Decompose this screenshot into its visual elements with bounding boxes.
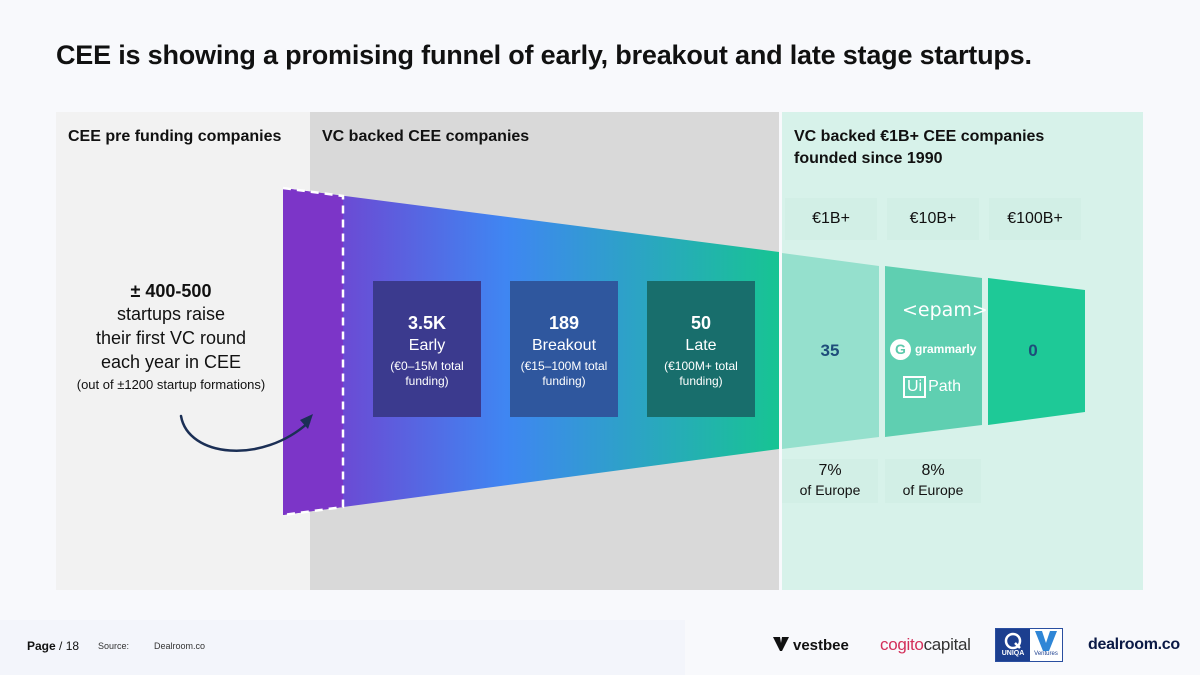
pre-funding-text: ± 400-500 startups raise their first VC …	[56, 280, 286, 393]
page-label: Page	[27, 639, 56, 653]
uniqa-ventures-logo: UNIQA Ventures	[995, 628, 1063, 662]
stage-early-note: (€0–15M total funding)	[390, 359, 464, 388]
source-label: Source:	[98, 641, 130, 651]
grammarly-wordmark: grammarly	[915, 342, 977, 356]
ventures-v-icon	[1035, 631, 1057, 651]
funnel-segment-100b	[988, 278, 1085, 425]
stage-early-box: 3.5K Early (€0–15M total funding)	[373, 281, 481, 417]
ventures-wordmark: Ventures	[1034, 651, 1058, 657]
pre-funding-line-1: startups raise	[116, 304, 226, 324]
flow-arrowhead	[300, 414, 313, 429]
stage-early-label: Early	[408, 337, 446, 354]
tier-1b-share-label: of Europe	[799, 482, 861, 498]
tier-1b-value: 35	[820, 341, 840, 360]
funnel-segment-1b	[782, 253, 879, 449]
pre-funding-panel: CEE pre funding companies	[56, 112, 310, 590]
funnel-dashed-outline	[282, 186, 345, 517]
tier-1b-share-value: 7%	[818, 462, 842, 479]
source-value: Dealroom.co	[154, 641, 206, 651]
tier-1b-label: €1B+	[785, 198, 877, 240]
vestbee-icon	[773, 637, 789, 651]
page-number: / 18	[59, 639, 80, 653]
stage-late-note: (€100M+ total funding)	[664, 359, 738, 388]
unicorn-heading-line-2: founded since 1990	[794, 150, 943, 167]
epam-logo: <epam>	[902, 299, 988, 321]
stage-late-label: Late	[685, 337, 717, 354]
stage-breakout-count: 189	[548, 313, 580, 333]
stage-late-count: 50	[690, 313, 712, 333]
pre-funding-heading: CEE pre funding companies	[68, 128, 282, 145]
cogito-capital-logo: cogitocapital	[880, 635, 971, 655]
tier-10b-label: €10B+	[887, 198, 979, 240]
page-indicator: Page / 18	[27, 639, 79, 653]
pre-funding-note: (out of ±1200 startup formations)	[76, 377, 266, 392]
footer: Page / 18 Source: Dealroom.co vestbee co…	[0, 620, 1200, 675]
capital-wordmark: capital	[923, 635, 971, 654]
footer-strip	[0, 620, 685, 675]
stage-early-count: 3.5K	[407, 313, 447, 333]
tier-10b-share-label: of Europe	[902, 482, 964, 498]
funnel-segment-10b	[885, 266, 982, 437]
stage-breakout-label: Breakout	[531, 337, 597, 354]
uipath-wordmark: Path	[928, 378, 962, 395]
vestbee-wordmark: vestbee	[793, 637, 849, 654]
vc-backed-heading: VC backed CEE companies	[322, 128, 530, 145]
pre-funding-line-3: each year in CEE	[100, 352, 242, 372]
tier-10b-share: 8% of Europe	[885, 459, 981, 503]
stage-breakout-box: 189 Breakout (€15–100M total funding)	[510, 281, 618, 417]
pre-funding-count: ± 400-500	[130, 281, 212, 301]
tier-10b-share-value: 8%	[921, 462, 945, 479]
flow-arrow	[179, 414, 311, 452]
slide-title: CEE is showing a promising funnel of ear…	[56, 40, 1032, 70]
grammarly-icon: G	[890, 339, 911, 360]
uipath-logo: Ui Path	[903, 376, 961, 400]
cogito-wordmark: cogito	[880, 635, 924, 654]
unicorn-heading-line-1: VC backed €1B+ CEE companies	[794, 128, 1045, 145]
dealroom-logo: dealroom.co	[1088, 636, 1180, 653]
tier-100b-value: 0	[1028, 341, 1038, 360]
tier-1b-share: 7% of Europe	[782, 459, 878, 503]
unicorn-heading: VC backed €1B+ CEE companies founded sin…	[794, 126, 1044, 170]
stage-breakout-note: (€15–100M total funding)	[520, 359, 608, 388]
uipath-mark: Ui	[903, 376, 927, 398]
grammarly-logo: G grammarly	[890, 339, 978, 361]
vestbee-logo: vestbee	[773, 637, 849, 654]
funnel-entry-segment	[283, 188, 343, 515]
uniqa-icon	[1004, 632, 1022, 650]
tier-100b-label: €100B+	[989, 198, 1081, 240]
stage-late-box: 50 Late (€100M+ total funding)	[647, 281, 755, 417]
pre-funding-line-2: their first VC round	[95, 328, 247, 348]
